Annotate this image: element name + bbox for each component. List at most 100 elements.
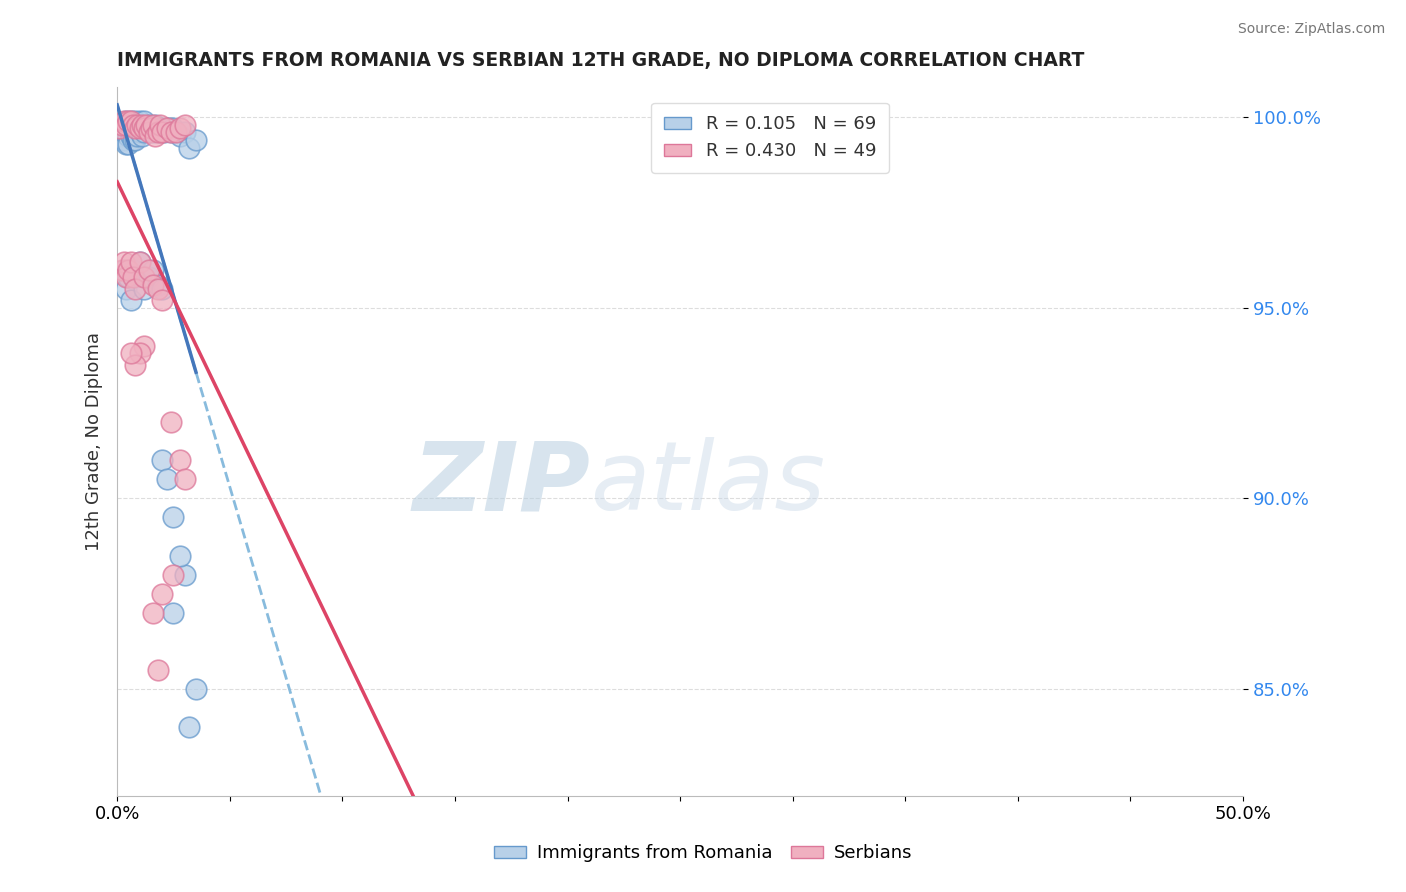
Point [139,121,162,136]
Text: Source: ZipAtlas.com: Source: ZipAtlas.com [1237,22,1385,37]
Point [134,121,156,136]
Point [112,113,135,128]
Point [169,121,191,136]
Point [112,255,135,269]
Point [108,121,131,136]
Point [142,125,165,139]
Point [122,262,145,277]
Point [146,125,169,139]
Point [128,125,150,139]
Point [134,125,156,139]
Point [128,113,150,128]
Point [150,587,173,601]
Point [111,121,134,136]
Point [162,510,184,524]
Point [117,121,139,136]
Point [111,129,134,144]
Point [138,270,160,285]
Point [142,118,165,132]
Point [117,136,139,151]
Point [120,113,142,128]
Point [135,118,157,132]
Point [131,118,153,132]
Point [160,125,183,139]
Point [115,136,138,151]
Point [120,293,142,307]
Point [142,277,165,292]
Point [169,129,191,144]
Text: ZIP: ZIP [412,437,591,530]
Legend: R = 0.105   N = 69, R = 0.430   N = 49: R = 0.105 N = 69, R = 0.430 N = 49 [651,103,889,173]
Point [124,113,146,128]
Point [149,118,172,132]
Point [117,262,139,277]
Point [162,567,184,582]
Point [150,121,173,136]
Point [117,118,139,132]
Point [165,125,187,139]
Y-axis label: 12th Grade, No Diploma: 12th Grade, No Diploma [86,332,103,550]
Point [127,118,149,132]
Point [115,113,138,128]
Point [134,113,156,128]
Point [160,415,183,429]
Point [149,125,172,139]
Point [112,125,135,139]
Point [128,255,150,269]
Point [122,133,145,147]
Point [112,118,135,132]
Point [160,125,183,139]
Point [127,129,149,144]
Point [173,118,195,132]
Point [139,121,162,136]
Point [165,125,187,139]
Point [145,129,167,144]
Point [184,681,207,696]
Point [153,125,176,139]
Point [156,472,179,486]
Point [150,282,173,296]
Point [111,118,134,132]
Point [138,262,160,277]
Point [124,270,146,285]
Point [117,113,139,128]
Point [124,282,146,296]
Point [112,133,135,147]
Point [157,121,180,136]
Point [134,282,156,296]
Point [169,549,191,563]
Point [173,125,195,139]
Point [150,453,173,467]
Point [173,472,195,486]
Point [120,129,142,144]
Point [128,121,150,136]
Point [131,129,153,144]
Point [120,346,142,360]
Point [146,277,169,292]
Point [115,270,138,285]
Point [169,453,191,467]
Point [134,270,156,285]
Point [146,663,169,677]
Point [162,606,184,620]
Point [145,118,167,132]
Point [122,118,145,132]
Point [146,282,169,296]
Point [138,118,160,132]
Point [146,121,169,136]
Point [179,720,201,734]
Point [120,113,142,128]
Legend: Immigrants from Romania, Serbians: Immigrants from Romania, Serbians [486,838,920,870]
Point [138,125,160,139]
Point [124,121,146,136]
Point [122,118,145,132]
Point [127,118,149,132]
Point [162,121,184,136]
Point [115,121,138,136]
Point [156,121,179,136]
Text: IMMIGRANTS FROM ROMANIA VS SERBIAN 12TH GRADE, NO DIPLOMA CORRELATION CHART: IMMIGRANTS FROM ROMANIA VS SERBIAN 12TH … [117,51,1084,70]
Point [120,121,142,136]
Point [122,270,145,285]
Point [122,125,145,139]
Point [150,125,173,139]
